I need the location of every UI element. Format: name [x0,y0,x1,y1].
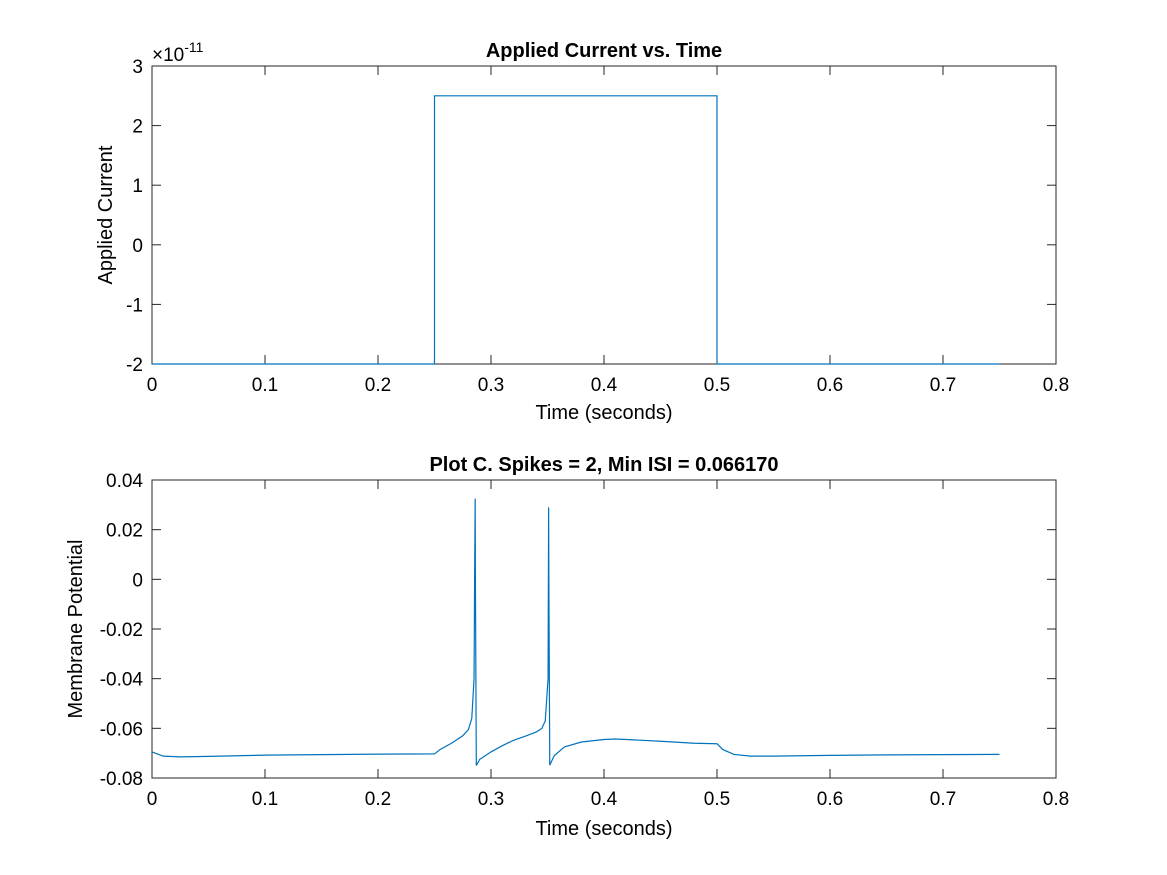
applied-current-line [152,95,1000,365]
plot-applied-current: 0 0.1 0.2 0.3 0.4 0.5 0.6 0.7 0.8 -2 -1 0 1 2 3 Applie… [95,39,1069,424]
ticks-top: 0 0.1 0.2 0.3 0.4 0.5 0.6 0.7 0.8 -2 -1 0 1 2 3 [126,57,1069,396]
y-tick-label: -0.08 [100,769,143,790]
y-tick-label: 0 [132,236,143,257]
y-tick-label: -1 [126,295,143,316]
x-tick-label: 0.5 [704,375,730,396]
x-tick-label: 0.1 [252,789,278,810]
y-axis-label-bottom: Membrane Potential [65,540,87,719]
x-tick-label: 0.4 [591,789,618,810]
membrane-potential-line [151,498,1000,766]
y-tick-label: 0.04 [106,471,143,492]
y-tick-label: 3 [132,57,143,78]
axes-box-bottom [151,479,1057,779]
x-tick-label: 0.6 [817,789,843,810]
plot-membrane-potential: 0 0.1 0.2 0.3 0.4 0.5 0.6 0.7 0.8 -0.08 -0.06 -0.04… [65,454,1069,840]
y-tick-label: -0.06 [100,719,143,740]
x-tick-label: 0.3 [478,789,504,810]
y-tick-label: 0 [132,570,143,591]
x-tick-label: 0.7 [930,375,956,396]
y-tick-label: -0.04 [100,670,144,691]
x-tick-label: 0.5 [704,789,730,810]
y-tick-label: -2 [126,355,143,376]
exponent-base: ×10 [152,45,184,66]
x-tick-label: 0.6 [817,375,843,396]
exponent-power: -11 [184,39,203,55]
axes-box-top [151,65,1057,365]
y-tick-label: 2 [132,117,143,138]
y-axis-label-top: Applied Current [95,145,117,284]
x-tick-label: 0.8 [1043,789,1069,810]
y-tick-label: -0.02 [100,620,143,641]
ticks-bottom: 0 0.1 0.2 0.3 0.4 0.5 0.6 0.7 0.8 -0.08 -0.06 -0.04… [100,471,1070,810]
x-tick-label: 0.2 [365,789,391,810]
x-tick-label: 0.2 [365,375,391,396]
exponent-label: ×10-11 [152,39,204,66]
y-tick-label: 1 [132,176,143,197]
x-tick-label: 0.3 [478,375,504,396]
x-axis-label-top: Time (seconds) [535,402,672,424]
x-tick-label: 0.7 [930,789,956,810]
plot-title-bottom: Plot C. Spikes = 2, Min ISI = 0.066170 [429,454,778,476]
x-tick-label: 0 [147,375,158,396]
y-tick-label: 0.02 [106,521,143,542]
plot-title-top: Applied Current vs. Time [486,40,722,62]
x-tick-label: 0.1 [252,375,278,396]
x-tick-label: 0 [147,789,158,810]
x-tick-label: 0.4 [591,375,618,396]
x-axis-label-bottom: Time (seconds) [535,818,672,840]
x-tick-label: 0.8 [1043,375,1069,396]
